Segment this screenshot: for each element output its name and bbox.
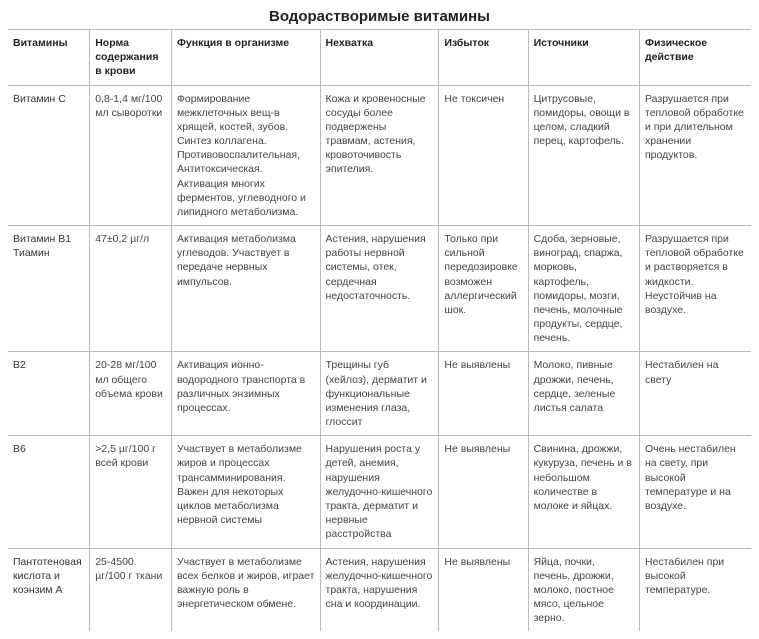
vitamins-table: Витамины Норма содержания в крови Функци… [8,29,751,631]
cell-norm: 20-28 мг/100 мл общего объема крови [90,352,172,436]
cell-vitamin: Витамин B1 Тиамин [8,226,90,352]
col-function: Функция в организме [171,30,320,86]
table-row: B6 >2,5 µг/100 г всей крови Участвует в … [8,436,751,548]
cell-sources: Цитрусовые, помидоры, овощи в целом, сла… [528,85,639,226]
cell-vitamin: B2 [8,352,90,436]
cell-function: Участвует в метаболизме жиров и процесса… [171,436,320,548]
cell-physical: Разрушается при тепловой обработке и рас… [640,226,752,352]
cell-physical: Разрушается при тепловой обработке и при… [640,85,752,226]
col-norm: Норма содержания в крови [90,30,172,86]
col-vitamins: Витамины [8,30,90,86]
col-excess: Избыток [439,30,528,86]
cell-deficit: Трещины губ (хейлоз), дерматит и функцио… [320,352,439,436]
cell-excess: Только при сильной передозировке возможе… [439,226,528,352]
cell-norm: 47±0,2 µг/л [90,226,172,352]
cell-excess: Не выявлены [439,436,528,548]
cell-function: Формирование межклеточных вещ-в хрящей, … [171,85,320,226]
col-physical: Физическое действие [640,30,752,86]
cell-excess: Не токсичен [439,85,528,226]
cell-norm: 0,8-1,4 мг/100 мл сыворотки [90,85,172,226]
col-deficit: Нехватка [320,30,439,86]
cell-vitamin: Витамин C [8,85,90,226]
table-row: Витамин C 0,8-1,4 мг/100 мл сыворотки Фо… [8,85,751,226]
col-sources: Источники [528,30,639,86]
cell-function: Активация метаболизма углеводов. Участву… [171,226,320,352]
cell-function: Активация ионно-водородного транспорта в… [171,352,320,436]
cell-deficit: Кожа и кровеносные сосуды более подверже… [320,85,439,226]
cell-sources: Сдоба, зерновые, виноград, спаржа, морко… [528,226,639,352]
cell-norm: >2,5 µг/100 г всей крови [90,436,172,548]
cell-excess: Не выявлены [439,352,528,436]
cell-physical: Очень нестабилен на свету, при высокой т… [640,436,752,548]
cell-deficit: Астения, нарушения работы нервной систем… [320,226,439,352]
table-row: B2 20-28 мг/100 мл общего объема крови А… [8,352,751,436]
table-header-row: Витамины Норма содержания в крови Функци… [8,30,751,86]
table-row: Витамин B1 Тиамин 47±0,2 µг/л Активация … [8,226,751,352]
cell-sources: Свинина, дрожжи, кукуруза, печень и в не… [528,436,639,548]
table-title: Водорастворимые витамины [8,8,751,25]
cell-deficit: Нарушения роста у детей, анемия, нарушен… [320,436,439,548]
cell-sources: Молоко, пивные дрожжи, печень, сердце, з… [528,352,639,436]
cell-vitamin: B6 [8,436,90,548]
cell-physical: Нестабилен на свету [640,352,752,436]
